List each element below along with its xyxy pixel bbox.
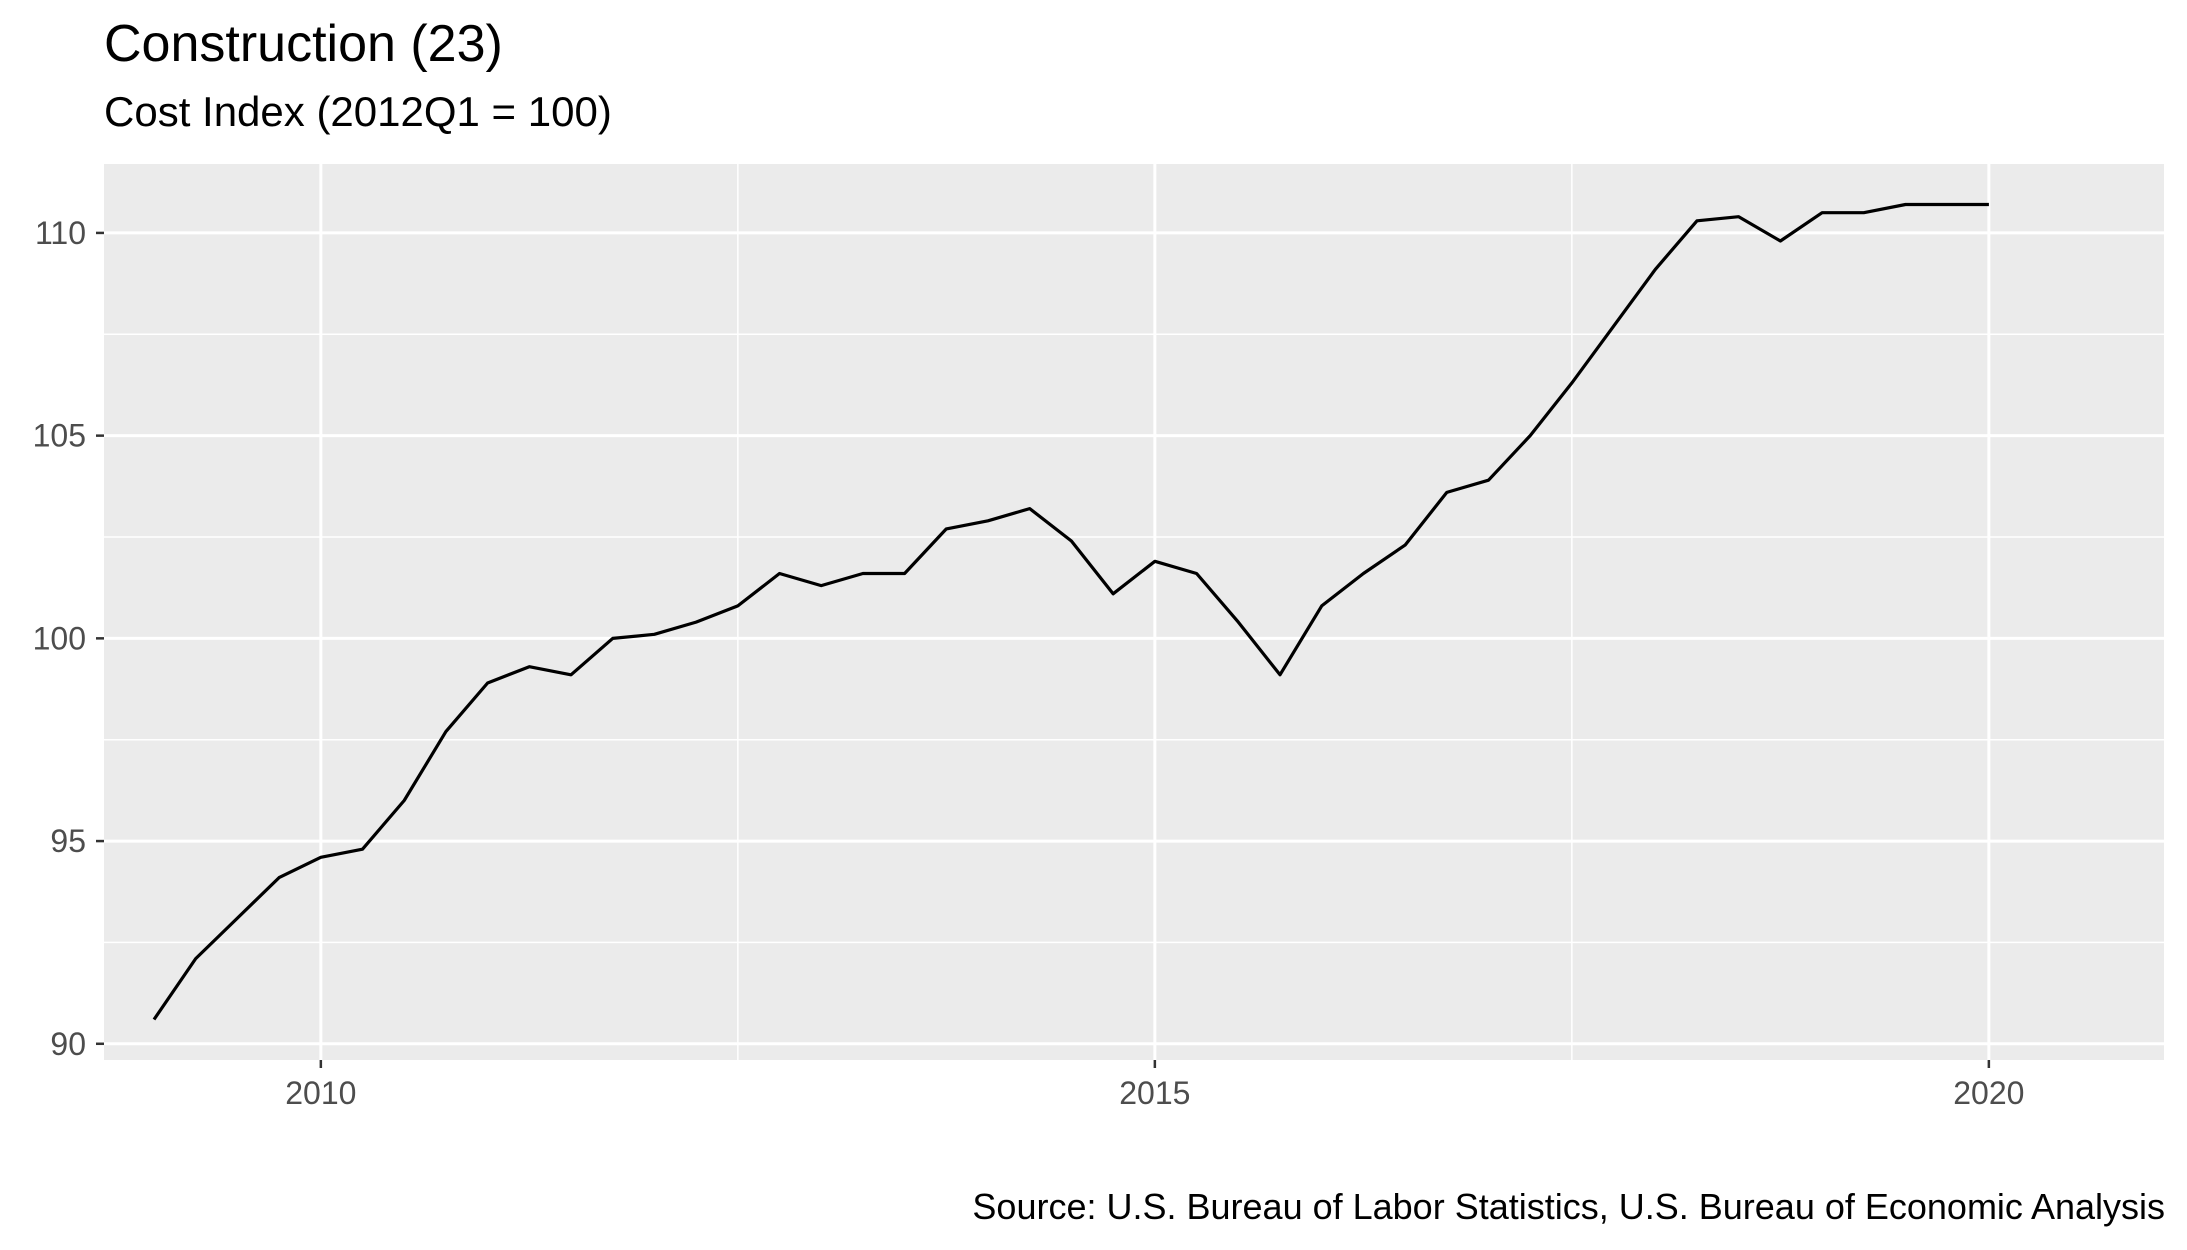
x-tick-label: 2015 <box>1119 1075 1190 1111</box>
chart-subtitle: Cost Index (2012Q1 = 100) <box>104 88 612 135</box>
series-layer <box>152 202 1989 1021</box>
source-caption: Source: U.S. Bureau of Labor Statistics,… <box>972 1186 2165 1227</box>
x-tick-label: 2010 <box>285 1075 356 1111</box>
y-tick-label: 110 <box>35 215 86 251</box>
y-tick-label: 95 <box>50 823 86 859</box>
y-axis: 90 95 100 105 110 <box>33 215 104 1062</box>
minor-grid <box>104 164 2164 1060</box>
y-tick-label: 90 <box>50 1026 86 1062</box>
y-tick-label: 105 <box>33 418 86 454</box>
plot-panel <box>104 164 2164 1060</box>
major-grid <box>104 164 2164 1060</box>
chart-title: Construction (23) <box>104 15 503 73</box>
series-line <box>152 202 1989 1021</box>
y-tick-label: 100 <box>33 620 86 656</box>
x-axis: 2010 2015 2020 <box>285 1060 2024 1111</box>
x-tick-label: 2020 <box>1953 1075 2024 1111</box>
